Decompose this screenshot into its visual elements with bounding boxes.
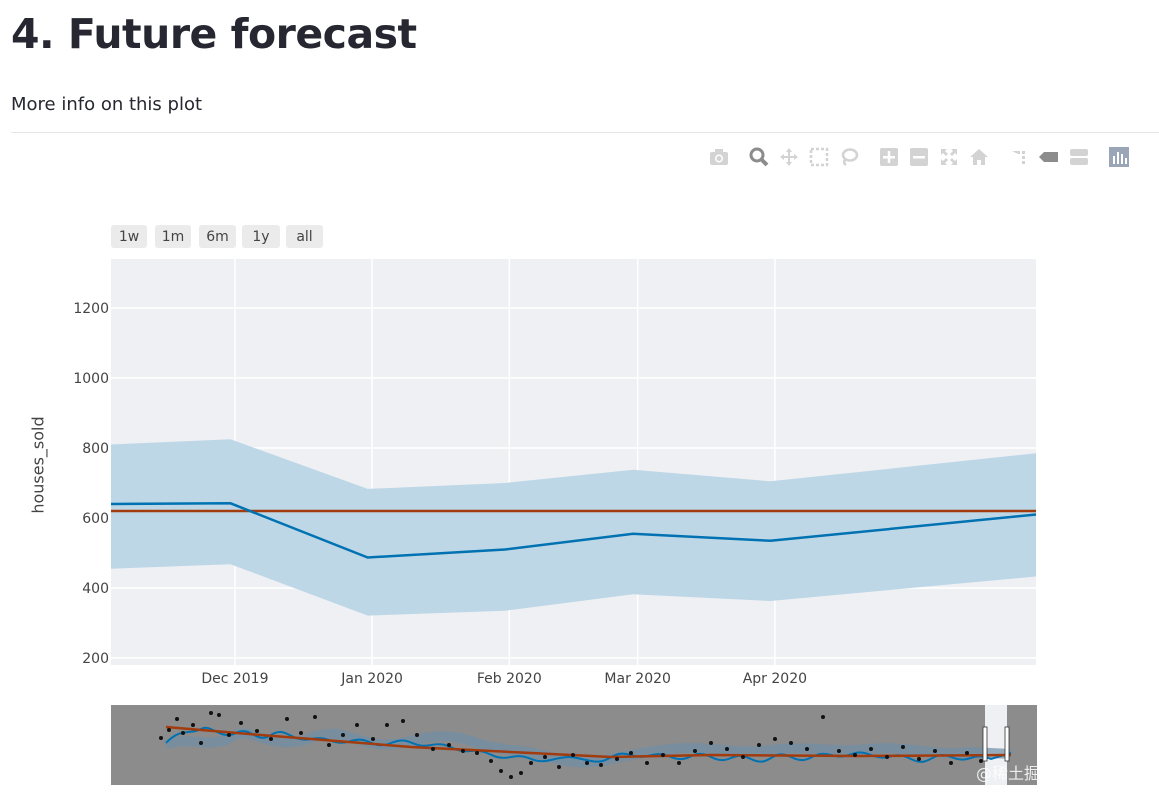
range-slider-left-handle[interactable] [982, 726, 988, 762]
x-tick-label: Apr 2020 [743, 671, 807, 687]
expander-divider [11, 132, 1159, 133]
plotly-logo-icon[interactable] [1108, 146, 1130, 168]
x-tick-label: Dec 2019 [201, 671, 268, 687]
range-1m-button[interactable]: 1m [155, 225, 191, 248]
hover-compare-icon[interactable] [1068, 146, 1090, 168]
lasso-icon[interactable] [838, 146, 860, 168]
y-tick-labels: 200 400 600 800 1000 1200 [73, 301, 109, 667]
x-tick-labels: Dec 2019 Jan 2020 Feb 2020 Mar 2020 Apr 2020 [201, 671, 807, 687]
range-slider[interactable] [111, 705, 1037, 785]
page-title: 4. Future forecast [11, 10, 417, 58]
uncertainty-band [111, 439, 1036, 616]
y-tick-label: 800 [82, 441, 109, 457]
range-6m-button[interactable]: 6m [199, 225, 236, 248]
y-tick-label: 200 [82, 651, 109, 667]
x-tick-label: Feb 2020 [477, 671, 542, 687]
range-1w-button[interactable]: 1w [111, 225, 147, 248]
range-slider-right-handle[interactable] [1004, 726, 1010, 762]
zoom-icon[interactable] [748, 146, 770, 168]
watermark: @稀土掘金技术社区 [976, 764, 1121, 783]
x-tick-label: Mar 2020 [604, 671, 671, 687]
range-all-button[interactable]: all [286, 225, 323, 248]
camera-icon[interactable] [708, 146, 730, 168]
range-slider-points [159, 711, 983, 779]
forecast-line [110, 502, 1037, 559]
y-tick-label: 400 [82, 581, 109, 597]
box-select-icon[interactable] [808, 146, 830, 168]
range-slider-forecast-line [165, 726, 1012, 763]
pan-icon[interactable] [778, 146, 800, 168]
y-tick-label: 1000 [73, 371, 109, 387]
range-1y-button[interactable]: 1y [242, 225, 280, 248]
zoom-out-icon[interactable] [908, 146, 930, 168]
forecast-chart[interactable]: 200 400 600 800 1000 1200 Dec 2019 Jan 2020 Feb… [0, 0, 1159, 700]
range-slider-window [985, 705, 1007, 785]
zoom-in-icon[interactable] [878, 146, 900, 168]
spike-lines-icon[interactable] [1008, 146, 1030, 168]
autoscale-icon[interactable] [938, 146, 960, 168]
x-tick-label: Jan 2020 [340, 671, 403, 687]
more-info-expander[interactable]: More info on this plot [11, 94, 203, 115]
y-tick-label: 1200 [73, 301, 109, 317]
y-tick-label: 600 [82, 511, 109, 527]
hover-closest-icon[interactable] [1038, 146, 1060, 168]
reset-axes-icon[interactable] [968, 146, 990, 168]
